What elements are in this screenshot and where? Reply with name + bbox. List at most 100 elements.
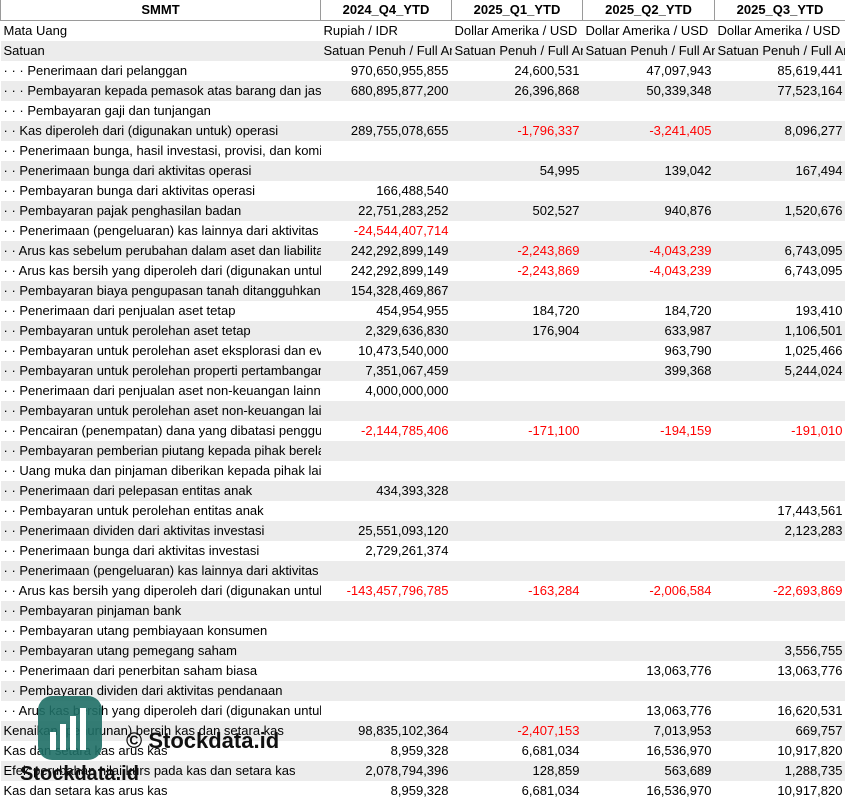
cell: 139,042 <box>664 163 712 178</box>
cell <box>452 521 583 541</box>
cell <box>715 141 845 161</box>
cell <box>452 701 583 721</box>
cell: 1,106,501 <box>784 323 843 338</box>
row-label: · · Pembayaran pajak penghasilan badan <box>3 203 242 218</box>
table-row: · · Pembayaran untuk perolehan aset eksp… <box>1 341 845 361</box>
cell: 1,288,735 <box>784 763 843 778</box>
row-label: Kas dan setara kas arus kas <box>3 743 168 758</box>
table-row: · · Uang muka dan pinjaman diberikan kep… <box>1 461 845 481</box>
row-label: · · Uang muka dan pinjaman diberikan kep… <box>3 463 321 478</box>
row-label: · · Penerimaan bunga, hasil investasi, p… <box>3 143 321 158</box>
cell: 16,536,970 <box>646 783 712 798</box>
row-label: · · Penerimaan (pengeluaran) kas lainnya… <box>3 223 321 238</box>
cell: Satuan Penuh / Full Amount <box>585 43 715 58</box>
cell <box>583 621 715 641</box>
row-label: · · Penerimaan dari pelepasan entitas an… <box>3 483 253 498</box>
cell <box>583 381 715 401</box>
cell <box>715 381 845 401</box>
cell: 1,025,466 <box>784 343 843 358</box>
cell: -163,284 <box>528 583 580 598</box>
cell <box>715 221 845 241</box>
cell: 10,917,820 <box>777 783 843 798</box>
row-label: · · Arus kas sebelum perubahan dalam ase… <box>3 243 321 258</box>
cell <box>452 461 583 481</box>
cell <box>321 401 452 421</box>
cell <box>452 381 583 401</box>
cell: 13,063,776 <box>646 703 712 718</box>
cell: 6,681,034 <box>521 743 580 758</box>
cell: 6,743,095 <box>784 263 843 278</box>
cell <box>321 681 452 701</box>
table-row: Mata Uang Rupiah / IDR Dollar Amerika / US… <box>1 21 845 42</box>
cell: -143,457,796,785 <box>346 583 449 598</box>
cell: 680,895,877,200 <box>350 83 449 98</box>
row-label: · · Pembayaran bunga dari aktivitas oper… <box>3 183 255 198</box>
cell <box>452 601 583 621</box>
cell <box>583 521 715 541</box>
row-label: Mata Uang <box>3 23 68 38</box>
table-row: · · Penerimaan dari penjualan aset non-k… <box>1 381 845 401</box>
table-row: · · Pembayaran pinjaman bank <box>0 601 845 621</box>
table-row: · · Pembayaran pemberian piutang kepada … <box>0 441 845 461</box>
cell <box>452 181 583 201</box>
cell: 963,790 <box>664 343 712 358</box>
cell <box>321 641 452 661</box>
table-row: · · · Pembayaran gaji dan tunjangan <box>1 101 845 121</box>
cell <box>583 641 715 661</box>
table-row: · · Penerimaan bunga dari aktivitas oper… <box>0 161 845 181</box>
header-cell: 2025_Q3_YTD <box>714 0 845 21</box>
table-row: · · Arus kas bersih yang diperoleh dari … <box>1 581 845 601</box>
cell <box>452 641 583 661</box>
cell: -171,100 <box>528 423 580 438</box>
row-label: · · Pembayaran pemberian piutang kepada … <box>3 443 321 458</box>
row-label: · · Penerimaan bunga dari aktivitas oper… <box>3 163 252 178</box>
table-row: Kas dan setara kas arus kas 8,959,328 6,68… <box>1 781 845 801</box>
cell <box>452 681 583 701</box>
cell: Satuan Penuh / Full Amount <box>454 43 583 58</box>
cell <box>583 461 715 481</box>
row-label: · · Pembayaran untuk perolehan entitas a… <box>3 503 264 518</box>
row-label: · · Penerimaan dari penjualan aset tetap <box>3 303 236 318</box>
cell: 8,959,328 <box>390 783 449 798</box>
cell: 4,000,000,000 <box>365 383 449 398</box>
cell <box>321 621 452 641</box>
table-row: · · · Penerimaan dari pelanggan 970,650,9… <box>1 61 845 81</box>
row-label: · · Penerimaan dari penjualan aset non-k… <box>3 383 321 398</box>
cell: -2,243,869 <box>517 243 580 258</box>
cell: 434,393,328 <box>376 483 449 498</box>
cell: Dollar Amerika / USD <box>454 23 578 38</box>
cell <box>452 221 583 241</box>
table-row: Efek perubahan nilai kurs pada kas dan s… <box>0 761 845 781</box>
header-row: SMMT 2024_Q4_YTD 2025_Q1_YTD 2025_Q2_YTD 202… <box>0 0 845 21</box>
header-cell: 2024_Q4_YTD <box>320 0 452 21</box>
cell: 7,013,953 <box>653 723 712 738</box>
table-row: · · Arus kas sebelum perubahan dalam ase… <box>0 241 845 261</box>
cell <box>321 661 452 681</box>
cell: 6,743,095 <box>784 243 843 258</box>
cell <box>321 561 452 581</box>
table-row: · · Penerimaan bunga dari aktivitas inve… <box>1 541 845 561</box>
cell <box>452 501 583 521</box>
cell <box>452 561 583 581</box>
row-label: · · Penerimaan dividen dari aktivitas in… <box>3 523 265 538</box>
cell: 502,527 <box>532 203 580 218</box>
cell: 77,523,164 <box>777 83 843 98</box>
cell <box>583 281 715 301</box>
row-label: · · · Penerimaan dari pelanggan <box>3 63 188 78</box>
row-label: · · Pembayaran untuk perolehan aset teta… <box>3 323 251 338</box>
cell: -1,796,337 <box>517 123 580 138</box>
cell: -2,006,584 <box>649 583 712 598</box>
table-row: · · Arus kas bersih yang diperoleh dari … <box>1 261 845 281</box>
cell <box>321 161 452 181</box>
table-row: Kas dan setara kas arus kas 8,959,328 6,68… <box>1 741 845 761</box>
cell: Dollar Amerika / USD <box>717 23 841 38</box>
row-label: · · Pembayaran untuk perolehan aset non-… <box>3 403 321 418</box>
row-label: · · Arus kas bersih yang diperoleh dari … <box>3 703 321 718</box>
cell <box>715 601 845 621</box>
cell: Satuan Penuh / Full Amount <box>717 43 845 58</box>
cell <box>583 681 715 701</box>
cell <box>452 361 583 381</box>
row-label: · · Arus kas bersih yang diperoleh dari … <box>3 263 321 278</box>
cell: 242,292,899,149 <box>350 263 449 278</box>
